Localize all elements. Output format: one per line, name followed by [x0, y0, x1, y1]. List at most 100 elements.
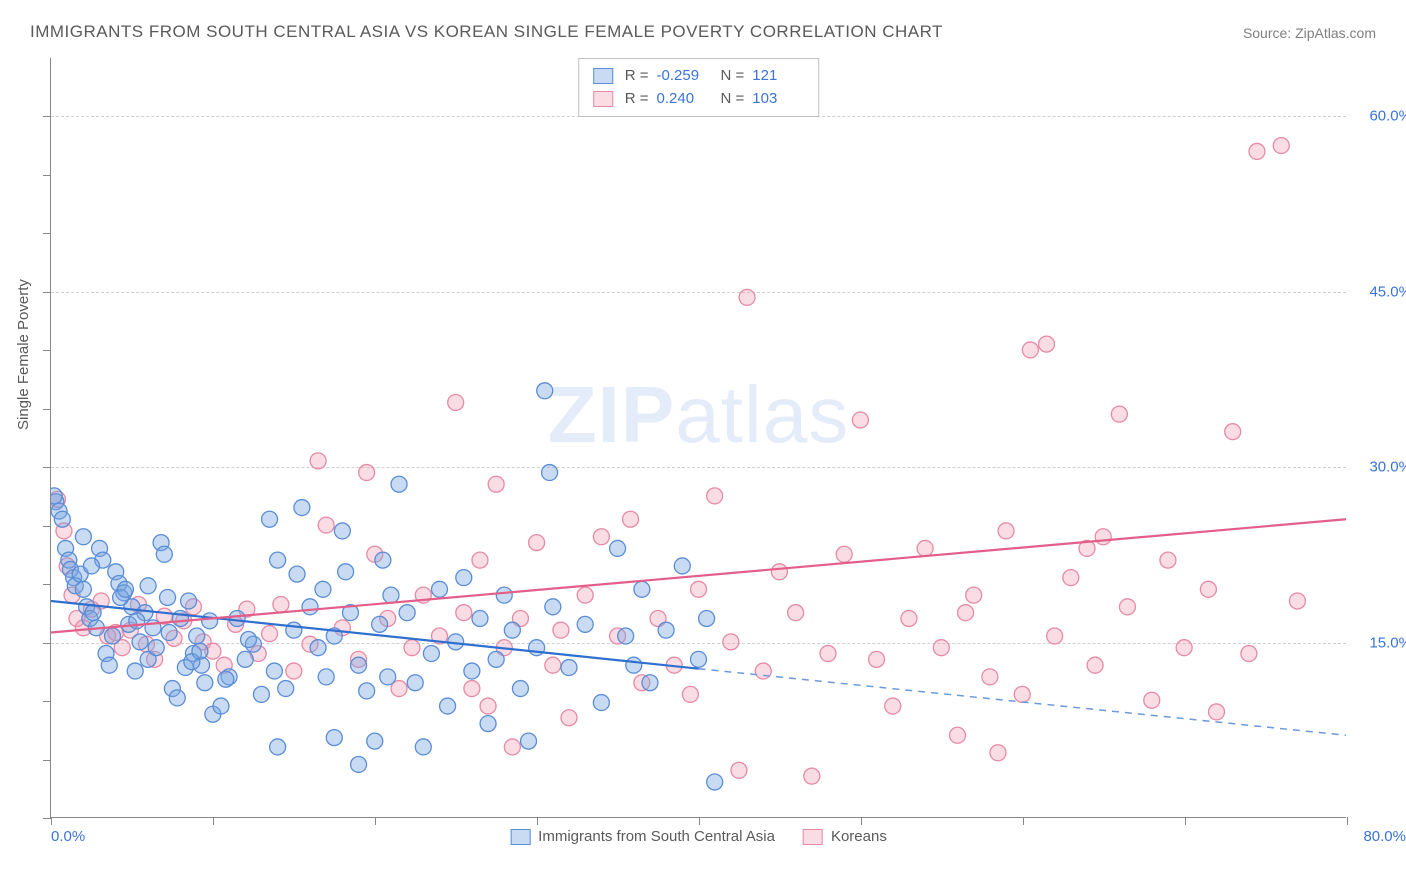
data-point	[415, 739, 431, 755]
data-point	[691, 581, 707, 597]
data-point	[739, 289, 755, 305]
data-point	[480, 716, 496, 732]
data-point	[852, 412, 868, 428]
data-point	[618, 628, 634, 644]
data-point	[270, 552, 286, 568]
data-point	[958, 605, 974, 621]
data-point	[472, 552, 488, 568]
swatch-series1	[593, 68, 613, 84]
correlation-legend: R = -0.259 N = 121 R = 0.240 N = 103	[578, 58, 820, 117]
x-tick	[213, 817, 214, 825]
data-point	[480, 698, 496, 714]
swatch-series2	[593, 91, 613, 107]
data-point	[804, 768, 820, 784]
data-point	[1273, 138, 1289, 154]
data-point	[127, 663, 143, 679]
data-point	[488, 476, 504, 492]
data-point	[577, 587, 593, 603]
data-point	[723, 634, 739, 650]
data-point	[289, 566, 305, 582]
y-tick	[43, 292, 51, 293]
data-point	[731, 762, 747, 778]
data-point	[1200, 581, 1216, 597]
data-point	[1014, 686, 1030, 702]
data-point	[117, 581, 133, 597]
data-point	[218, 671, 234, 687]
data-point	[75, 581, 91, 597]
data-point	[202, 613, 218, 629]
data-point	[192, 643, 208, 659]
data-point	[286, 663, 302, 679]
x-tick	[699, 817, 700, 825]
data-point	[286, 622, 302, 638]
x-tick	[1347, 817, 1348, 825]
y-tick	[43, 116, 51, 117]
data-point	[561, 660, 577, 676]
data-point	[707, 488, 723, 504]
data-point	[294, 500, 310, 516]
data-point	[869, 651, 885, 667]
data-point	[998, 523, 1014, 539]
data-point	[75, 529, 91, 545]
y-tick-label: 60.0%	[1369, 108, 1406, 125]
data-point	[270, 739, 286, 755]
y-tick	[43, 818, 51, 819]
data-point	[917, 540, 933, 556]
y-tick-label: 15.0%	[1369, 634, 1406, 651]
data-point	[1241, 646, 1257, 662]
data-point	[338, 564, 354, 580]
y-tick-label: 45.0%	[1369, 283, 1406, 300]
data-point	[691, 651, 707, 667]
data-point	[537, 383, 553, 399]
data-point	[375, 552, 391, 568]
x-tick	[1185, 817, 1186, 825]
data-point	[367, 733, 383, 749]
data-point	[682, 686, 698, 702]
data-point	[404, 640, 420, 656]
y-axis-label: Single Female Poverty	[15, 279, 32, 430]
data-point	[836, 546, 852, 562]
data-point	[1111, 406, 1127, 422]
data-point	[407, 675, 423, 691]
data-point	[156, 546, 172, 562]
data-point	[278, 681, 294, 697]
data-point	[423, 646, 439, 662]
series1-label: Immigrants from South Central Asia	[538, 828, 775, 845]
data-point	[1095, 529, 1111, 545]
data-point	[318, 517, 334, 533]
data-point	[237, 651, 253, 667]
data-point	[577, 616, 593, 632]
data-point	[310, 453, 326, 469]
x-tick	[375, 817, 376, 825]
data-point	[1176, 640, 1192, 656]
data-point	[1209, 704, 1225, 720]
y-tick	[43, 233, 51, 234]
data-point	[456, 570, 472, 586]
data-point	[788, 605, 804, 621]
data-point	[101, 657, 117, 673]
data-point	[262, 511, 278, 527]
data-point	[545, 599, 561, 615]
x-tick	[861, 817, 862, 825]
data-point	[213, 698, 229, 714]
y-tick	[43, 175, 51, 176]
x-tick	[537, 817, 538, 825]
n-label-2: N =	[721, 87, 745, 110]
data-point	[1225, 424, 1241, 440]
data-point	[105, 628, 121, 644]
data-point	[161, 625, 177, 641]
data-point	[464, 663, 480, 679]
data-point	[160, 589, 176, 605]
data-point	[262, 626, 278, 642]
data-point	[448, 394, 464, 410]
data-point	[634, 581, 650, 597]
data-point	[380, 669, 396, 685]
series2-label: Koreans	[831, 828, 887, 845]
legend-row-1: R = -0.259 N = 121	[593, 64, 805, 87]
data-point	[148, 640, 164, 656]
y-tick	[43, 467, 51, 468]
data-point	[253, 686, 269, 702]
data-point	[326, 730, 342, 746]
y-tick	[43, 701, 51, 702]
data-point	[982, 669, 998, 685]
